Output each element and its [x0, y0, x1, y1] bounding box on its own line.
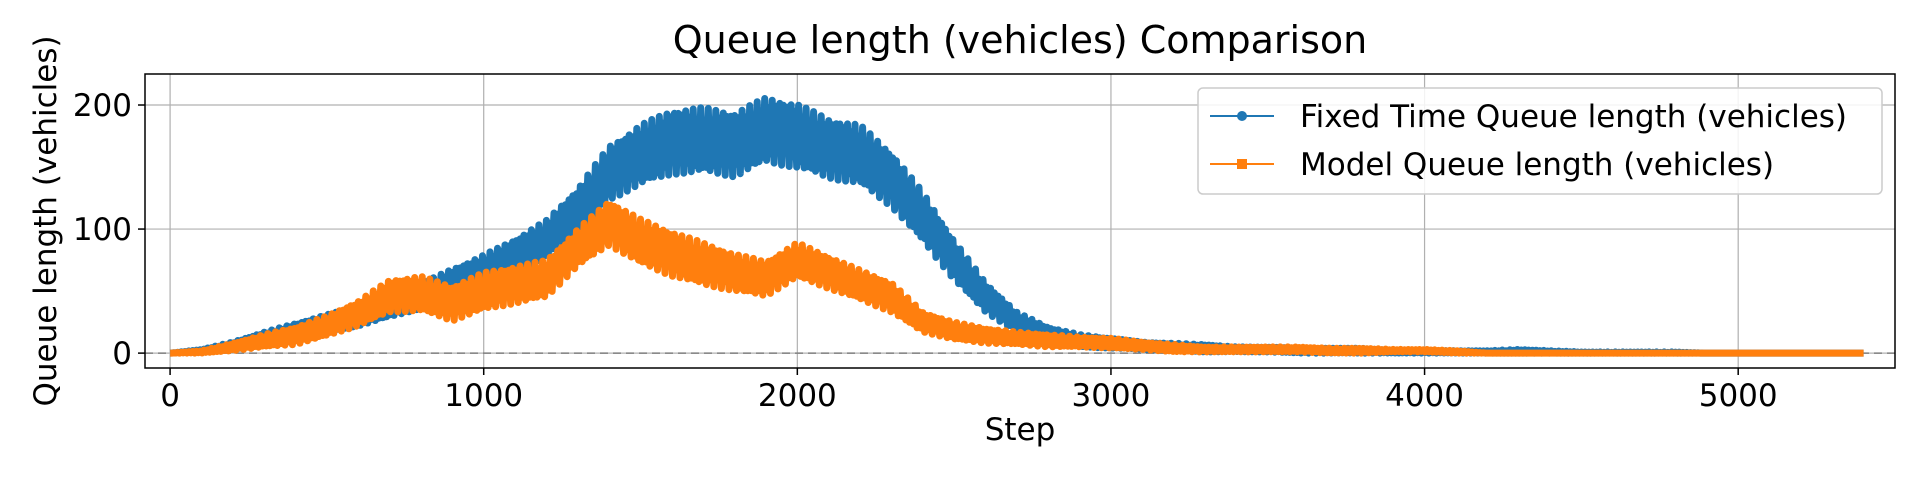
y-tick-label: 100 — [73, 212, 132, 248]
y-tick-label: 200 — [73, 88, 132, 124]
ticks: 0 1000 2000 3000 4000 5000 0 100 200 — [73, 88, 1778, 414]
legend: Fixed Time Queue length (vehicles) Model… — [1197, 87, 1883, 195]
x-axis-label: Step — [985, 412, 1056, 448]
legend-item-model: Model Queue length (vehicles) — [1210, 147, 1774, 183]
chart-title: Queue length (vehicles) Comparison — [673, 18, 1368, 62]
legend-marker-square-icon — [1237, 159, 1247, 169]
x-tick-label: 4000 — [1385, 378, 1464, 414]
legend-label-model: Model Queue length (vehicles) — [1300, 147, 1774, 183]
x-tick-label: 5000 — [1699, 378, 1778, 414]
x-tick-label: 3000 — [1071, 378, 1150, 414]
legend-item-fixed-time: Fixed Time Queue length (vehicles) — [1210, 99, 1847, 135]
legend-label-fixed-time: Fixed Time Queue length (vehicles) — [1300, 99, 1847, 135]
series-layer — [168, 95, 1866, 357]
series-line — [168, 200, 1866, 357]
x-tick-label: 1000 — [444, 378, 523, 414]
x-tick-label: 0 — [160, 378, 180, 414]
series-model — [168, 200, 1866, 357]
legend-marker-circle-icon — [1237, 111, 1247, 121]
plot-frame — [144, 73, 1896, 369]
y-axis-label: Queue length (vehicles) — [28, 35, 64, 406]
y-tick-label: 0 — [112, 336, 132, 372]
x-tick-label: 2000 — [758, 378, 837, 414]
legend-box — [1197, 87, 1883, 195]
